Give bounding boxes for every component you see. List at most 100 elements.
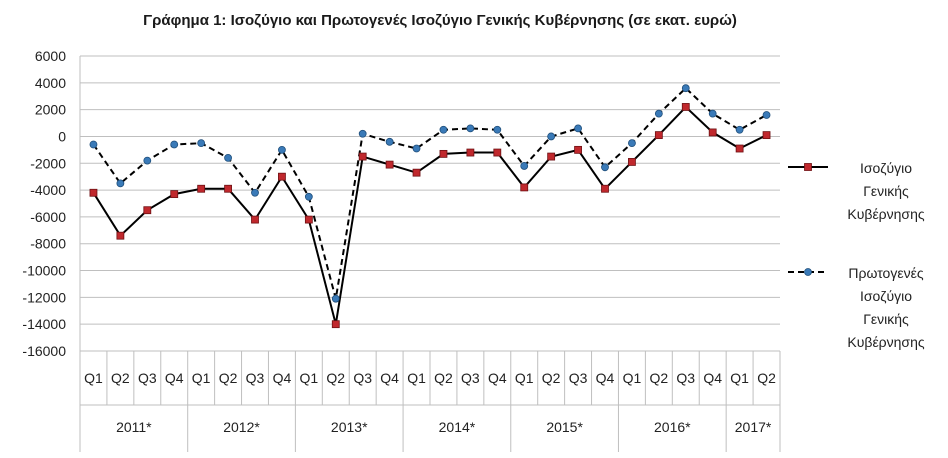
x-axis-table: Q1 Q2 Q3 Q4 Q1 Q2 Q3 Q4 Q1 Q2 Q3 Q4 Q1 Q2 Q3 Q4 Q1 Q2 Q3 Q4… (79, 350, 781, 452)
legend-marker (804, 268, 812, 276)
series-line (92, 86, 767, 299)
data-point (574, 145, 582, 154)
data-point (251, 188, 259, 197)
data-point (116, 231, 125, 240)
data-point (466, 124, 475, 133)
data-point (143, 156, 152, 165)
x-tick-label: Q2 (757, 370, 776, 386)
y-tick-label: 6000 (35, 48, 66, 64)
data-point (601, 163, 609, 172)
x-tick-label: Q3 (461, 370, 480, 386)
x-tick-label: Q1 (192, 370, 211, 386)
data-point (331, 294, 340, 303)
x-tick-label: Q2 (650, 370, 669, 386)
data-point (628, 158, 636, 166)
x-tick-label: Q2 (434, 370, 453, 386)
data-point (385, 160, 394, 169)
x-tick-label: Q1 (407, 370, 426, 386)
year-label: 2016* (654, 419, 691, 435)
legend-label: Γενικής (863, 183, 909, 199)
x-tick-label: Q3 (569, 370, 588, 386)
x-tick-label: Q2 (111, 370, 130, 386)
x-tick-label: Q3 (676, 370, 695, 386)
data-point (304, 192, 313, 201)
series-line (92, 105, 767, 325)
chart-title: Γράφημα 1: Ισοζύγιο και Πρωτογενές Ισοζύ… (143, 12, 737, 29)
data-point (762, 131, 771, 140)
data-point (493, 148, 502, 157)
y-tick-label: -2000 (30, 155, 66, 171)
y-tick-label: 0 (58, 128, 66, 144)
data-point (762, 111, 771, 119)
data-point (143, 206, 152, 215)
data-point (224, 154, 232, 162)
data-point (170, 140, 179, 149)
data-point (439, 149, 448, 158)
data-point (628, 139, 636, 148)
data-point (601, 184, 609, 193)
y-tick-label: -4000 (30, 182, 66, 198)
legend-label: Πρωτογενές (848, 265, 923, 281)
data-point (520, 162, 529, 170)
data-point (681, 84, 690, 93)
data-point (708, 109, 717, 118)
x-tick-label: Q4 (596, 370, 615, 386)
data-point (654, 131, 663, 140)
x-tick-label: Q1 (730, 370, 749, 386)
x-tick-label: Q2 (326, 370, 345, 386)
y-tick-label: -10000 (22, 263, 66, 279)
data-point (547, 132, 556, 141)
data-point (574, 124, 582, 133)
year-label: 2011* (116, 419, 152, 435)
x-tick-label: Q1 (84, 370, 103, 386)
legend: Ισοζύγιο Γενικής Κυβέρνησης Πρωτογενές Ισοζύ… (788, 160, 925, 350)
legend-marker (804, 163, 812, 171)
year-label: 2014* (439, 419, 476, 435)
x-tick-label: Q2 (542, 370, 561, 386)
data-point (197, 139, 206, 148)
x-tick-label: Q1 (515, 370, 534, 386)
legend-label: Κυβέρνησης (847, 206, 924, 222)
data-point (197, 184, 206, 193)
year-label: 2015* (546, 419, 583, 435)
data-point (439, 125, 448, 134)
data-point (547, 152, 556, 161)
x-tick-label: Q3 (353, 370, 372, 386)
y-axis-ticks: 6000 4000 2000 0 -2000 -4000 -6000 -8000 -10000 -… (22, 48, 66, 359)
x-tick-label: Q4 (703, 370, 722, 386)
y-tick-label: 2000 (35, 102, 66, 118)
year-label: 2017* (735, 419, 772, 435)
y-tick-label: 4000 (35, 75, 66, 91)
x-tick-label: Q4 (380, 370, 399, 386)
data-point (170, 190, 179, 199)
y-tick-label: -14000 (22, 316, 66, 332)
data-point (493, 125, 502, 134)
data-point (735, 144, 744, 153)
data-point (304, 215, 313, 224)
x-tick-label: Q2 (219, 370, 238, 386)
data-point (385, 137, 394, 146)
data-point (89, 140, 98, 149)
legend-label: Ισοζύγιο (860, 288, 912, 304)
x-tick-label: Q1 (623, 370, 642, 386)
x-tick-label: Q4 (165, 370, 184, 386)
data-point (708, 128, 717, 137)
data-point (681, 103, 690, 111)
y-tick-label: -12000 (22, 289, 66, 305)
legend-label: Ισοζύγιο (860, 160, 912, 176)
grid-layer (79, 55, 780, 352)
series-layer (89, 84, 771, 329)
data-point (735, 125, 744, 134)
data-point (358, 129, 367, 138)
data-point (412, 168, 421, 177)
x-tick-label: Q4 (273, 370, 292, 386)
x-tick-label: Q3 (138, 370, 157, 386)
data-point (89, 188, 98, 197)
data-point (654, 109, 663, 118)
year-label: 2012* (223, 419, 260, 435)
data-point (466, 148, 475, 157)
data-point (358, 152, 367, 161)
data-point (331, 320, 340, 329)
y-tick-label: -8000 (30, 236, 66, 252)
